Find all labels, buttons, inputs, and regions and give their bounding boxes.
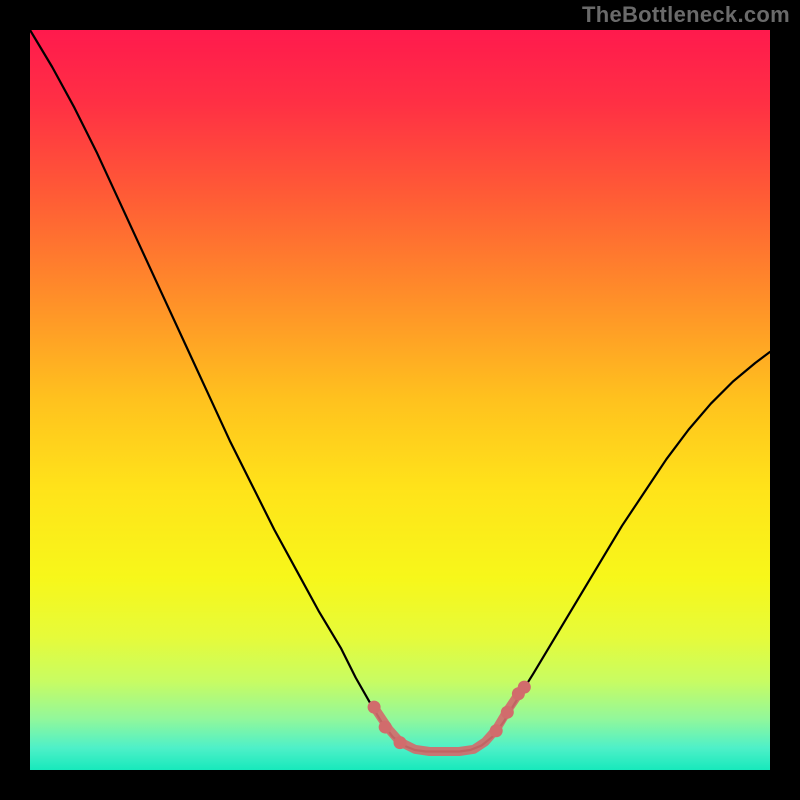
highlight-dot <box>518 681 531 694</box>
bottleneck-chart <box>0 0 800 800</box>
plot-background <box>30 30 770 770</box>
chart-stage: TheBottleneck.com <box>0 0 800 800</box>
highlight-dot <box>490 724 503 737</box>
highlight-dot <box>368 701 381 714</box>
highlight-dot <box>379 721 392 734</box>
highlight-dot <box>501 706 514 719</box>
highlight-dot <box>394 736 407 749</box>
watermark-label: TheBottleneck.com <box>582 2 790 28</box>
